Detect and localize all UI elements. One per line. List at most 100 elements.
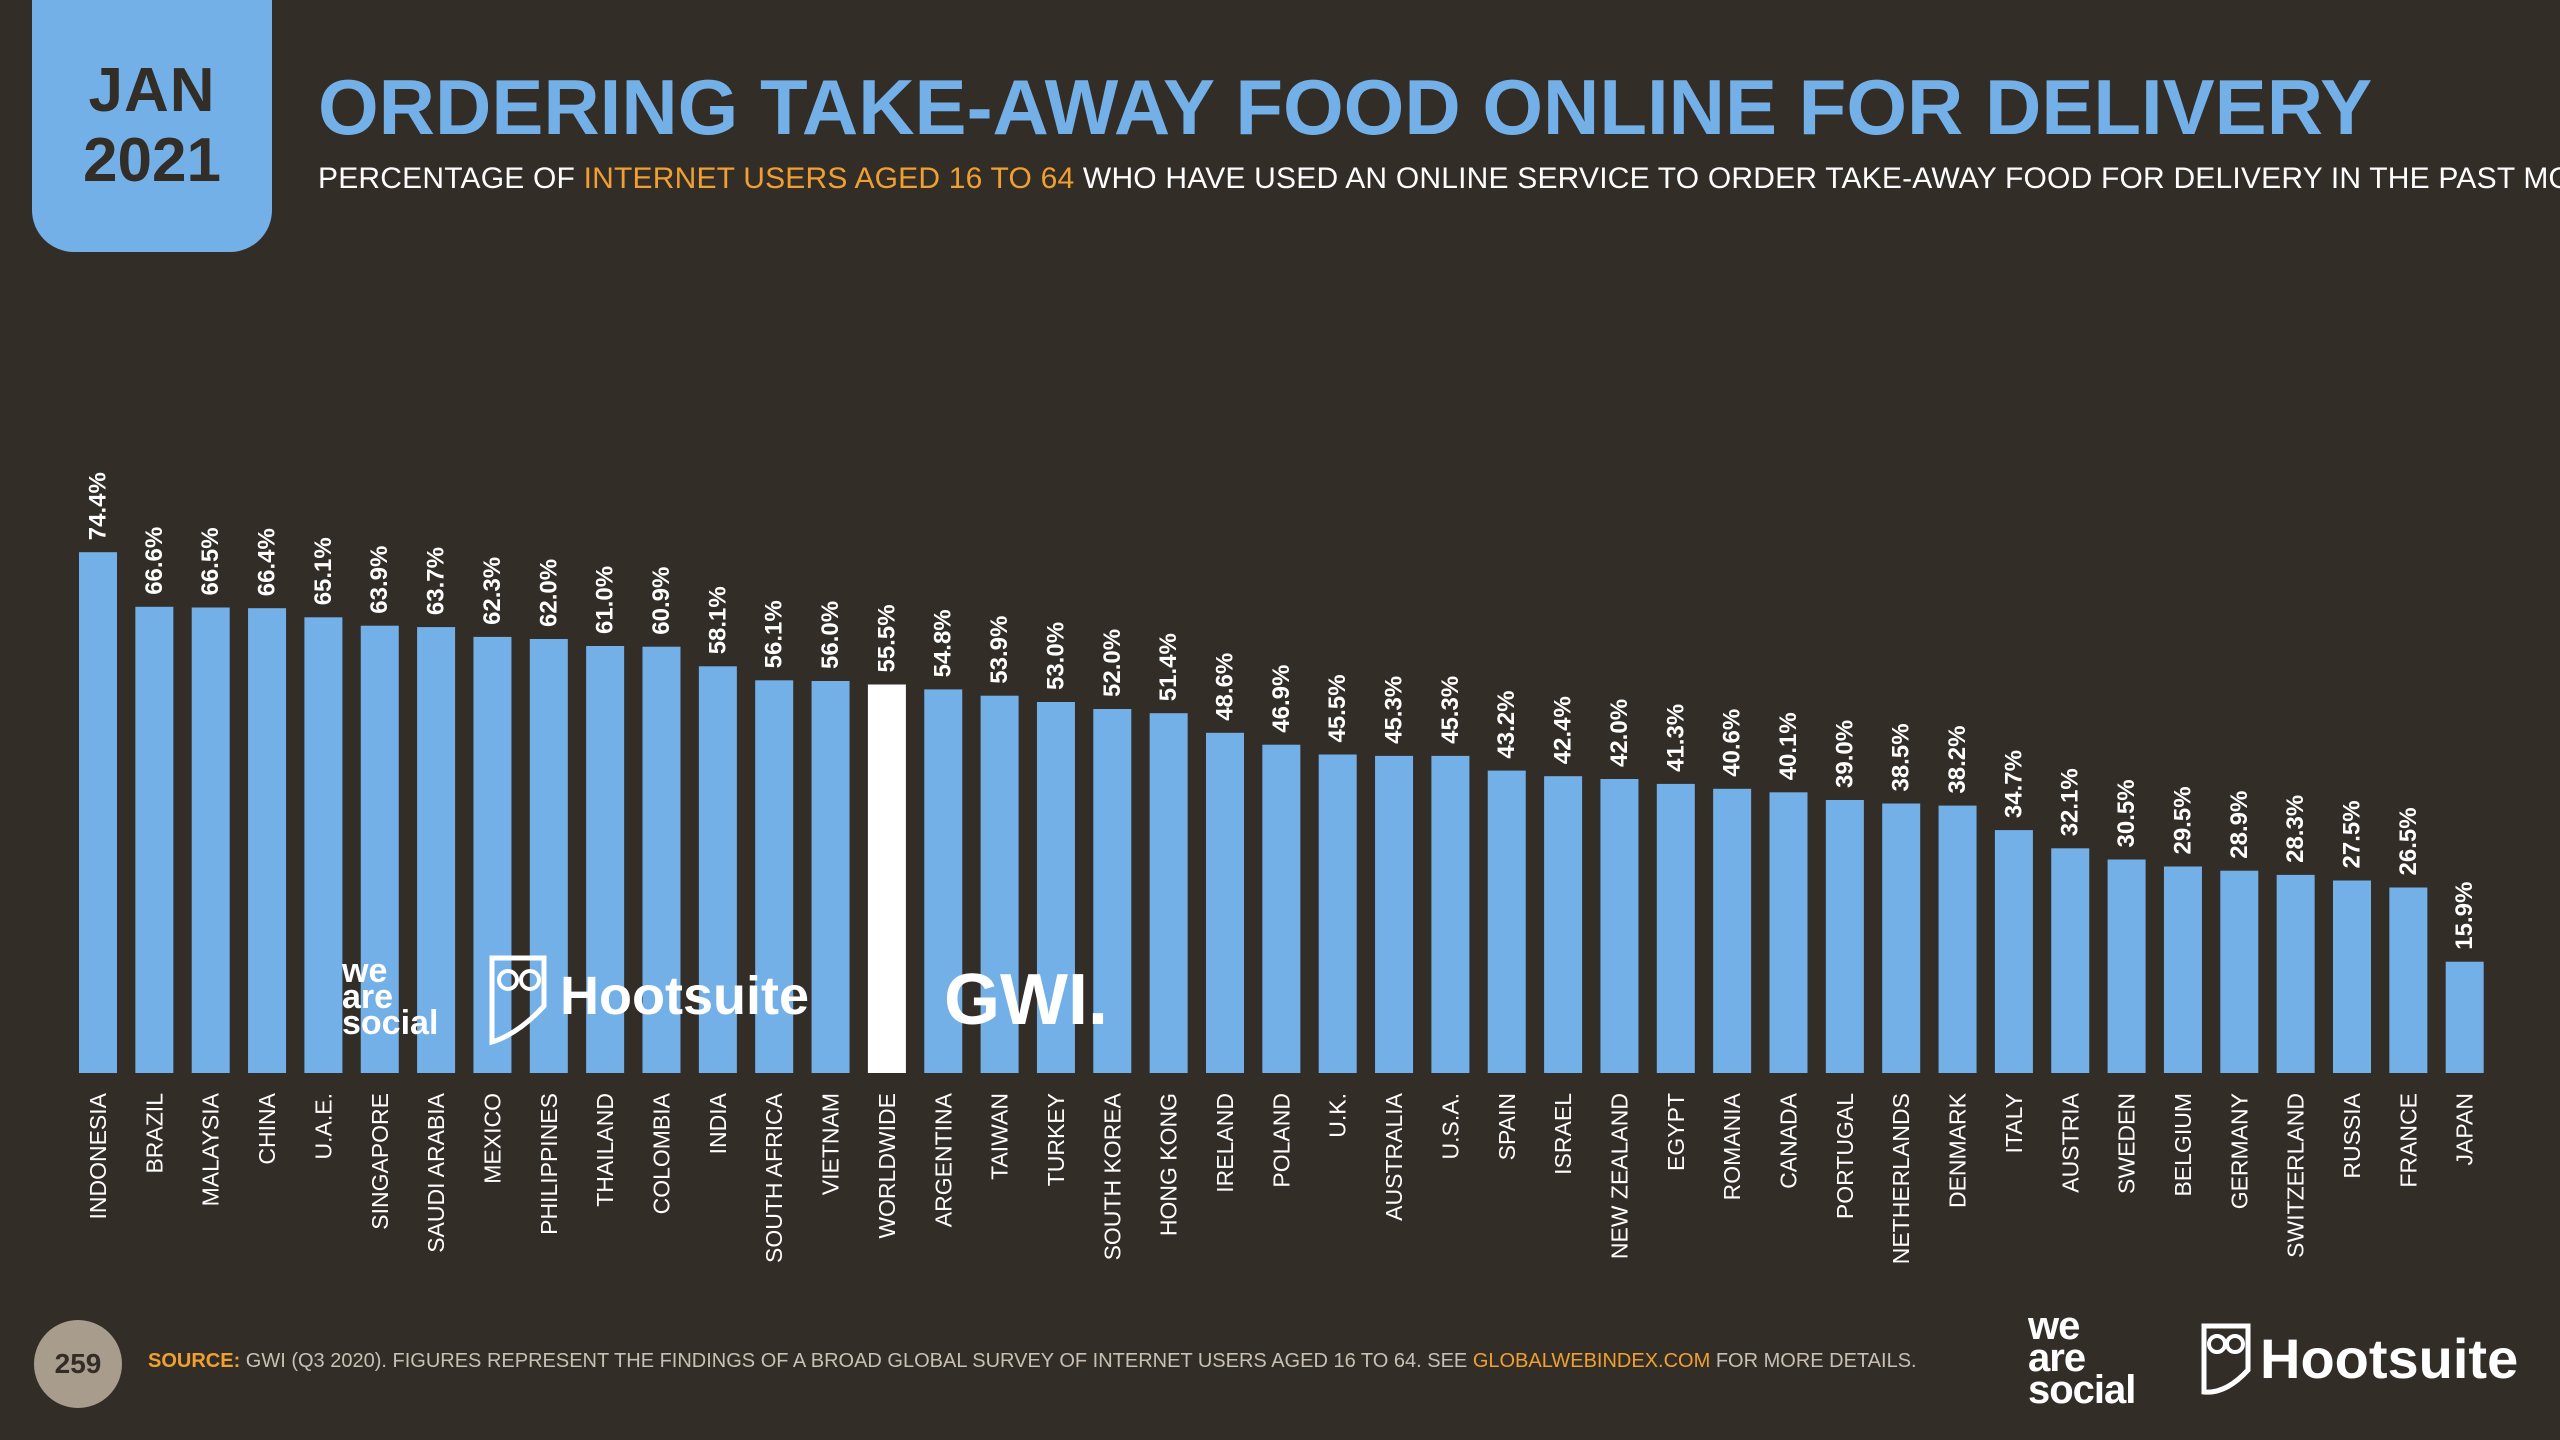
value-label: 52.0% xyxy=(1099,629,1126,697)
bar-u-a-e xyxy=(304,617,343,1073)
watermark-gwi: GWI. xyxy=(944,960,1108,1040)
hootsuite-wordmark: Hootsuite xyxy=(2260,1326,2519,1390)
we-are-social-logo: we are social xyxy=(2028,1306,2136,1412)
bar-russia xyxy=(2333,880,2371,1073)
category-label: RUSSIA xyxy=(2339,1092,2365,1178)
value-label: 38.5% xyxy=(1888,723,1915,791)
bar-australia xyxy=(1375,755,1414,1073)
value-label: 66.6% xyxy=(141,527,168,595)
bar-colombia xyxy=(642,646,681,1073)
was-line-2: are xyxy=(2028,1336,2086,1380)
bar-romania xyxy=(1713,788,1752,1073)
value-label: 53.9% xyxy=(986,616,1013,684)
subtitle: PERCENTAGE OF INTERNET USERS AGED 16 TO … xyxy=(318,162,2560,196)
value-label: 45.3% xyxy=(1381,676,1408,744)
subtitle-before: PERCENTAGE OF xyxy=(318,162,584,195)
bar-austria xyxy=(2051,848,2090,1073)
owl-icon xyxy=(489,955,547,1046)
category-label: U.A.E. xyxy=(310,1093,336,1159)
bar-brazil xyxy=(135,606,174,1073)
bar-new-zealand xyxy=(1600,779,1639,1073)
category-label: PHILIPPINES xyxy=(536,1093,562,1235)
category-label: AUSTRALIA xyxy=(1381,1092,1407,1220)
category-label: U.S.A. xyxy=(1437,1093,1463,1159)
category-label: ITALY xyxy=(2001,1093,2027,1154)
source-label: SOURCE: xyxy=(148,1350,241,1372)
value-label: 42.4% xyxy=(1550,696,1577,764)
bar-hong-kong xyxy=(1149,713,1188,1073)
value-label: 56.1% xyxy=(761,600,788,668)
value-label: 66.5% xyxy=(197,527,224,595)
category-label: NEW ZEALAND xyxy=(1606,1093,1632,1259)
watermark-was-line-3: social xyxy=(342,1004,438,1042)
source-link[interactable]: GLOBALWEBINDEX.COM xyxy=(1472,1350,1711,1372)
value-label: 55.5% xyxy=(873,604,900,672)
value-labels-group: 74.4% 66.6% 66.5% 66.4% 65.1% 63.9% 63.7% 62.3%… xyxy=(85,472,2479,950)
value-label: 42.0% xyxy=(1606,699,1633,767)
category-label: PORTUGAL xyxy=(1832,1093,1858,1219)
bar-taiwan xyxy=(980,695,1019,1073)
value-label: 34.7% xyxy=(2000,750,2027,818)
bar-worldwide xyxy=(867,684,906,1073)
value-label: 54.8% xyxy=(930,609,957,677)
subtitle-highlight: INTERNET USERS AGED 16 TO 64 xyxy=(583,162,1075,195)
category-label: AUSTRIA xyxy=(2057,1092,2083,1192)
category-label: MALAYSIA xyxy=(198,1092,224,1206)
source-after: FOR MORE DETAILS. xyxy=(1710,1350,1917,1372)
bar-u-s-a xyxy=(1431,755,1470,1073)
category-label: THAILAND xyxy=(592,1093,618,1207)
category-label: JAPAN xyxy=(2452,1093,2478,1165)
category-label: MEXICO xyxy=(479,1093,505,1184)
value-label: 58.1% xyxy=(704,586,731,654)
bar-netherlands xyxy=(1882,803,1921,1073)
value-label: 60.9% xyxy=(648,567,675,635)
was-line-3: social xyxy=(2028,1368,2136,1412)
bar-malaysia xyxy=(191,607,230,1073)
watermark-hootsuite-text: Hootsuite xyxy=(560,966,809,1026)
source-note: SOURCE: GWI (Q3 2020). FIGURES REPRESENT… xyxy=(148,1350,1917,1373)
value-label: 38.2% xyxy=(1944,726,1971,794)
page-title: ORDERING TAKE-AWAY FOOD ONLINE FOR DELIV… xyxy=(318,63,2373,151)
value-label: 26.5% xyxy=(2395,807,2422,875)
value-label: 28.3% xyxy=(2282,795,2309,863)
watermark-was-line-1: we xyxy=(341,952,387,990)
bar-south-korea xyxy=(1093,709,1132,1073)
category-label: GERMANY xyxy=(2226,1093,2252,1209)
value-label: 74.4% xyxy=(85,472,112,540)
bar-switzerland xyxy=(2276,874,2315,1073)
value-label: 40.1% xyxy=(1775,712,1802,780)
value-label: 39.0% xyxy=(1831,720,1858,788)
category-label: BELGIUM xyxy=(2170,1093,2196,1197)
bar-israel xyxy=(1544,776,1583,1073)
bar-egypt xyxy=(1656,783,1695,1073)
value-label: 53.0% xyxy=(1042,622,1069,690)
value-label: 28.9% xyxy=(2226,791,2253,859)
bar-u-k xyxy=(1318,754,1357,1073)
value-label: 45.3% xyxy=(1437,676,1464,744)
badge-year: 2021 xyxy=(83,126,221,195)
category-label: SAUDI ARABIA xyxy=(423,1092,449,1252)
bar-italy xyxy=(1994,830,2033,1073)
bar-france xyxy=(2389,887,2428,1073)
source-text: GWI (Q3 2020). FIGURES REPRESENT THE FIN… xyxy=(240,1350,1473,1372)
value-label: 27.5% xyxy=(2339,800,2366,868)
category-label: SPAIN xyxy=(1494,1093,1520,1160)
category-label: TURKEY xyxy=(1043,1093,1069,1186)
value-label: 62.3% xyxy=(479,557,506,625)
value-label: 62.0% xyxy=(535,559,562,627)
bar-argentina xyxy=(924,689,963,1073)
date-badge: JAN 2021 xyxy=(32,0,272,252)
bar-saudi-arabia xyxy=(417,627,456,1073)
value-label: 65.1% xyxy=(310,537,337,605)
bar-spain xyxy=(1487,770,1526,1073)
bar-poland xyxy=(1262,744,1301,1073)
hootsuite-logo: Hootsuite xyxy=(2200,1320,2518,1396)
category-label: CHINA xyxy=(254,1092,280,1164)
bar-turkey xyxy=(1036,702,1075,1073)
category-label: INDIA xyxy=(705,1092,731,1154)
category-label: SOUTH AFRICA xyxy=(761,1092,787,1263)
category-label: DENMARK xyxy=(1945,1092,1971,1208)
category-label: POLAND xyxy=(1268,1093,1294,1188)
watermark-was-line-2: are xyxy=(342,978,393,1016)
value-label: 46.9% xyxy=(1268,665,1295,733)
